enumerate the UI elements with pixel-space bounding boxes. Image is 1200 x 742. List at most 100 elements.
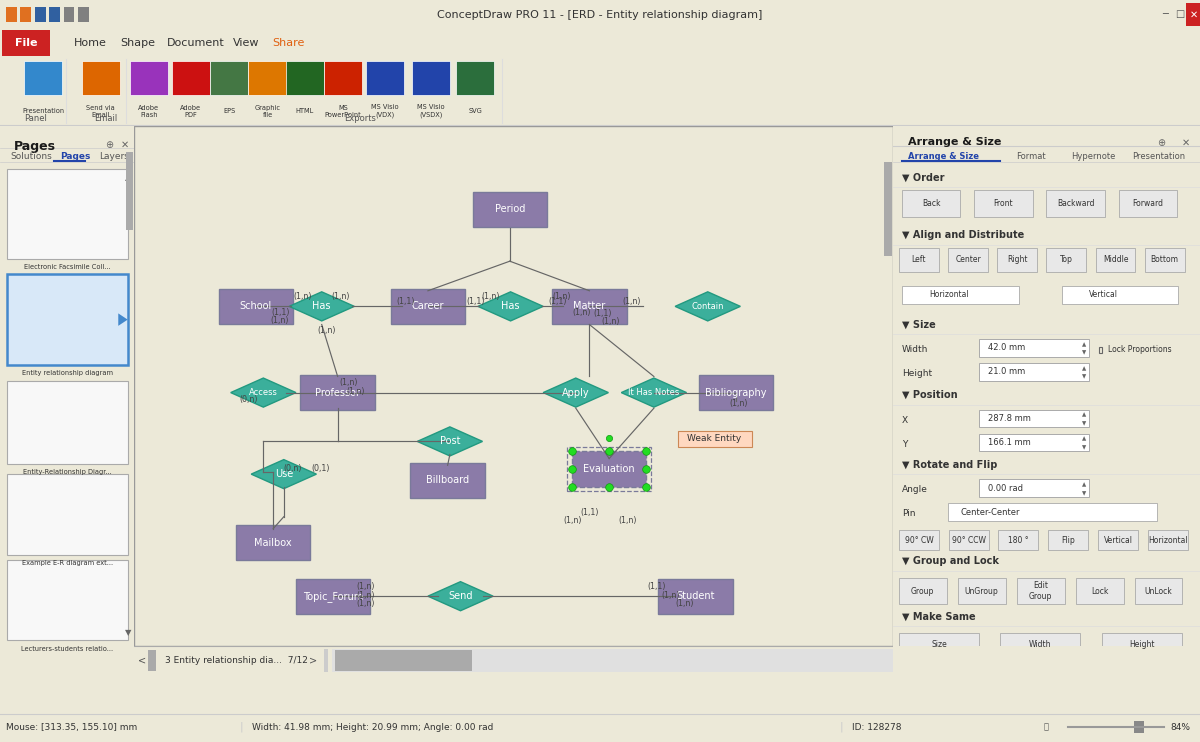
Text: Pages: Pages	[60, 152, 91, 161]
Text: ▼: ▼	[1081, 445, 1086, 450]
Bar	[1001, 632, 1080, 656]
Text: Mailbox: Mailbox	[254, 538, 292, 548]
Text: 287.8 mm: 287.8 mm	[988, 414, 1031, 423]
Text: Backward: Backward	[1057, 199, 1094, 208]
Text: 42.0 mm: 42.0 mm	[988, 344, 1025, 352]
Bar	[1062, 286, 1178, 303]
Text: ▼ Align and Distribute: ▼ Align and Distribute	[902, 230, 1025, 240]
Text: Lock: Lock	[1091, 586, 1109, 596]
Text: Adobe
Flash: Adobe Flash	[138, 105, 160, 118]
Bar	[456, 62, 494, 96]
Text: |: |	[240, 722, 244, 732]
Text: (1,1): (1,1)	[548, 298, 566, 306]
Text: (1,n): (1,n)	[481, 292, 500, 301]
Text: Right: Right	[1007, 255, 1027, 264]
Text: (1,n): (1,n)	[294, 292, 312, 301]
Polygon shape	[119, 313, 127, 326]
Text: ▲: ▲	[1081, 436, 1086, 441]
Text: Matter: Matter	[574, 301, 606, 312]
Text: Has: Has	[502, 301, 520, 312]
Text: (1,n): (1,n)	[331, 292, 350, 301]
Bar	[1099, 347, 1103, 353]
Text: 84%: 84%	[1170, 723, 1190, 732]
Text: File: File	[16, 38, 37, 47]
Bar	[899, 632, 979, 656]
Text: Example E-R diagram ext...: Example E-R diagram ext...	[22, 560, 113, 566]
Text: ⊕: ⊕	[1157, 137, 1165, 148]
Text: ▼: ▼	[1081, 375, 1086, 380]
Text: Flip: Flip	[1061, 536, 1075, 545]
Bar	[236, 525, 311, 560]
Text: (1,n): (1,n)	[271, 316, 289, 326]
Text: Share: Share	[272, 38, 304, 47]
Text: Height: Height	[1129, 640, 1154, 649]
Bar	[1098, 530, 1138, 551]
Text: >: >	[308, 655, 317, 666]
Text: 90° CW: 90° CW	[905, 536, 934, 545]
Text: Mouse: [313.35, 155.10] mm: Mouse: [313.35, 155.10] mm	[6, 723, 137, 732]
Bar	[64, 7, 74, 22]
Bar	[2, 30, 50, 56]
Bar	[300, 375, 374, 410]
Text: Vertical: Vertical	[1090, 290, 1118, 300]
Text: UnLock: UnLock	[1145, 586, 1172, 596]
Text: ✕: ✕	[121, 140, 130, 150]
Text: (1,1): (1,1)	[647, 582, 666, 591]
Bar	[958, 578, 1006, 604]
Text: (1,n): (1,n)	[318, 326, 336, 335]
Text: Evaluation: Evaluation	[583, 464, 635, 474]
Bar	[979, 479, 1090, 497]
Text: ConceptDraw PRO 11 - [ERD - Entity relationship diagram]: ConceptDraw PRO 11 - [ERD - Entity relat…	[437, 10, 763, 20]
Text: ▲: ▲	[125, 173, 132, 182]
Bar	[1134, 721, 1144, 733]
Bar	[7, 169, 127, 258]
Text: Exports: Exports	[344, 114, 376, 122]
Bar	[979, 433, 1090, 451]
Bar	[248, 62, 287, 96]
Text: Arrange & Size: Arrange & Size	[908, 152, 979, 161]
Text: Horizontal: Horizontal	[930, 290, 970, 300]
Text: Adobe
PDF: Adobe PDF	[180, 105, 202, 118]
Bar	[78, 7, 89, 22]
Bar	[7, 559, 127, 640]
Text: Has: Has	[312, 301, 331, 312]
Text: (0,n): (0,n)	[239, 395, 258, 404]
Text: (1,n): (1,n)	[601, 318, 620, 326]
Bar	[1135, 578, 1182, 604]
Text: ▼ Size: ▼ Size	[902, 320, 936, 329]
Bar	[698, 375, 773, 410]
Bar	[884, 162, 892, 256]
Text: ▼ Position: ▼ Position	[902, 390, 958, 400]
Text: 21.0 mm: 21.0 mm	[988, 367, 1025, 376]
Text: Center: Center	[955, 255, 980, 264]
Text: Width: Width	[1030, 640, 1051, 649]
Text: Lock Proportions: Lock Proportions	[1108, 345, 1171, 354]
Text: Front: Front	[994, 199, 1013, 208]
Text: (1,n): (1,n)	[564, 516, 582, 525]
Text: <: <	[138, 655, 146, 666]
Text: (1,n): (1,n)	[730, 399, 748, 408]
Polygon shape	[622, 378, 686, 407]
Text: 🔍: 🔍	[1044, 723, 1049, 732]
Bar	[6, 7, 17, 22]
Text: Layers: Layers	[100, 152, 130, 161]
Bar	[998, 530, 1038, 551]
Bar	[148, 650, 156, 671]
Bar	[1147, 530, 1188, 551]
Bar	[335, 650, 472, 671]
Text: Presentation: Presentation	[22, 108, 65, 114]
Text: Lecturers-students relatio...: Lecturers-students relatio...	[22, 646, 113, 651]
Text: Forward: Forward	[1133, 199, 1163, 208]
Text: Panel: Panel	[24, 114, 48, 122]
Bar	[331, 649, 893, 672]
Text: School: School	[240, 301, 272, 312]
Text: Presentation: Presentation	[1133, 152, 1186, 161]
Bar	[1118, 190, 1177, 217]
Text: Group: Group	[911, 586, 935, 596]
Bar	[1102, 632, 1182, 656]
Text: 166.1 mm: 166.1 mm	[988, 438, 1031, 447]
Text: ▼ Rotate and Flip: ▼ Rotate and Flip	[902, 460, 997, 470]
Text: Graphic
file: Graphic file	[254, 105, 281, 118]
Text: Size: Size	[931, 640, 947, 649]
Bar	[659, 579, 733, 614]
